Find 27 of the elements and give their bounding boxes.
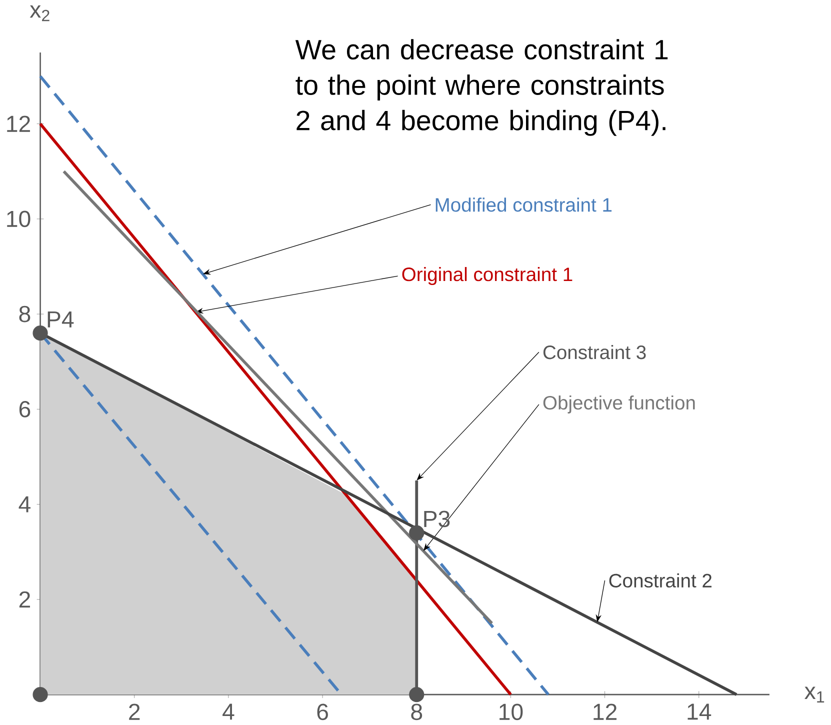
point xyxy=(32,325,48,340)
x-tick-label: 4 xyxy=(222,703,234,720)
point xyxy=(409,525,424,540)
text: Original constraint 1 xyxy=(402,266,572,285)
x-tick-label: 6 xyxy=(317,703,328,720)
series-label: Constraint 2 xyxy=(609,573,712,588)
x-tick-label: 14 xyxy=(688,703,712,720)
y-tick-label: 4 xyxy=(18,496,30,512)
y-tick-label: 2 xyxy=(19,591,30,608)
y-tick-label: 6 xyxy=(19,400,30,418)
x-tick-label: 10 xyxy=(500,703,523,720)
x-tick-label: 8 xyxy=(411,703,422,720)
x-axis-title: x$_{1}$ xyxy=(804,686,824,702)
text: Objective function xyxy=(543,395,695,414)
annotation: We can decrease constraint 1 to the point where constraints 2 and 4 become binding (P4). xyxy=(295,38,668,136)
annotation: P4 xyxy=(48,311,74,328)
x-tick-label: 12 xyxy=(594,703,617,720)
text: Constraint 3 xyxy=(543,344,646,359)
text: Modified constraint 1 xyxy=(436,197,612,212)
y-tick-label: 10 xyxy=(7,210,30,227)
x-tick-label: 2 xyxy=(129,703,140,720)
y-axis-title: x$_{2}$ xyxy=(30,5,50,21)
point xyxy=(409,686,424,702)
point xyxy=(32,686,48,702)
annotation: P3 xyxy=(424,510,450,527)
y-tick-label: 12 xyxy=(7,115,30,132)
y-tick-label: 8 xyxy=(19,306,30,322)
